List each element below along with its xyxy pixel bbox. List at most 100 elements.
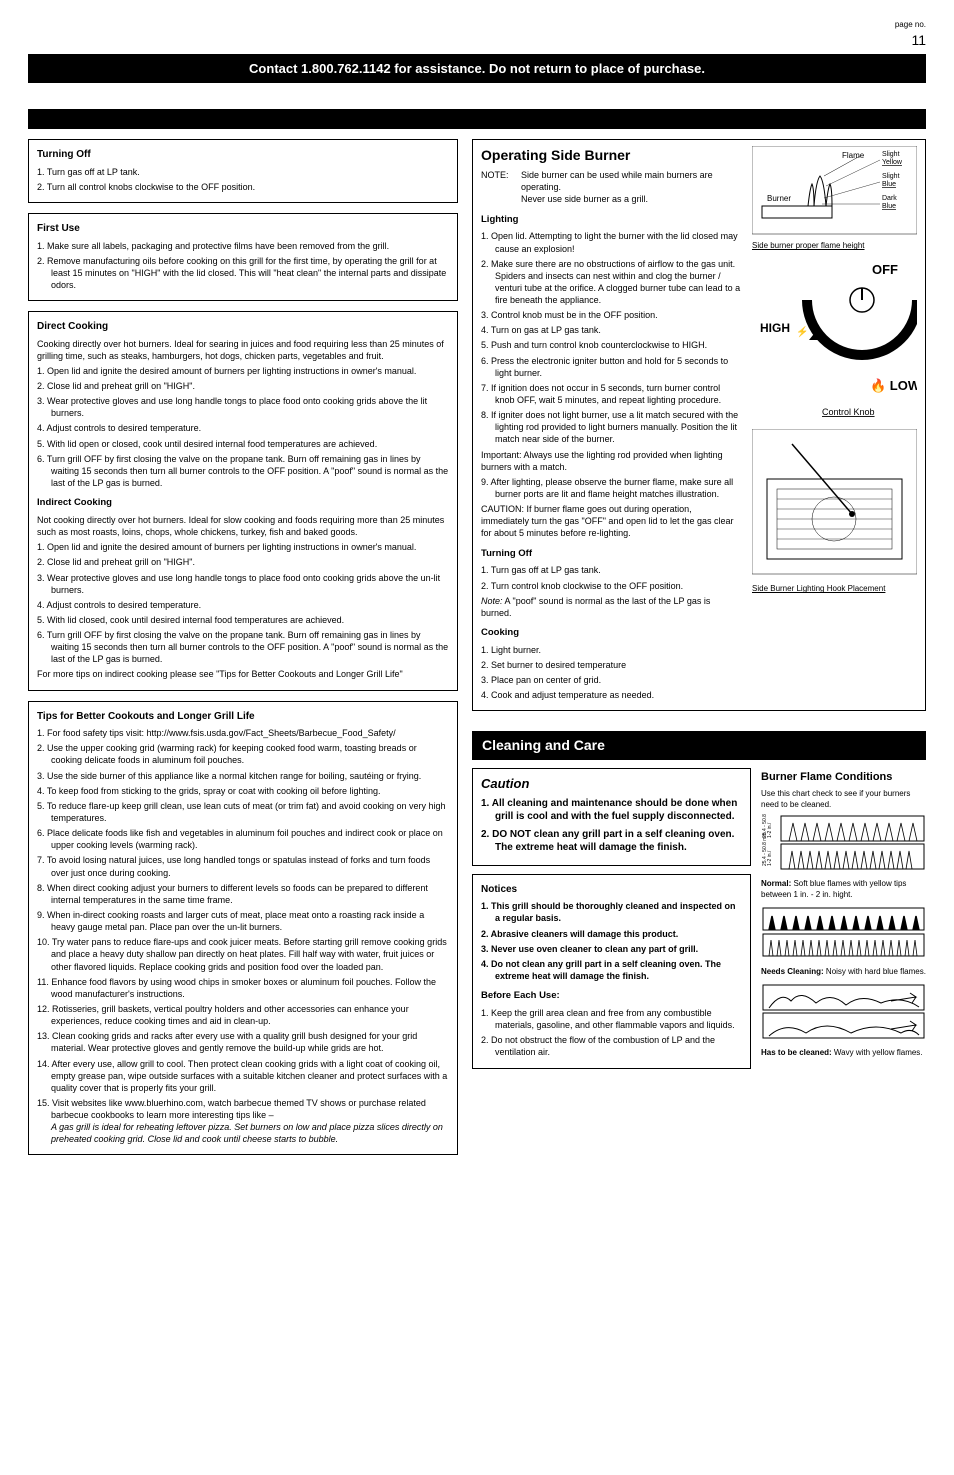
caption: Side Burner Lighting Hook Placement <box>752 584 917 595</box>
banner: Contact 1.800.762.1142 for assistance. D… <box>28 54 926 84</box>
notices-box: Notices 1. This grill should be thorough… <box>472 874 751 1069</box>
list-item: 2. Turn control knob clockwise to the OF… <box>481 580 742 592</box>
list-item: 1. For food safety tips visit: http://ww… <box>37 727 449 739</box>
list-item: 1. All cleaning and maintenance should b… <box>481 797 742 824</box>
heading: Tips for Better Cookouts and Longer Gril… <box>37 710 449 724</box>
list-item: 9. When in-direct cooking roasts and lar… <box>37 909 449 933</box>
list-item: 5. With lid open or closed, cook until d… <box>37 438 449 450</box>
first-use-box: First Use 1. Make sure all labels, packa… <box>28 213 458 301</box>
list-item: 5. Push and turn control knob counterclo… <box>481 339 742 351</box>
intro-text: Cooking directly over hot burners. Ideal… <box>37 338 449 362</box>
list-item: 8. If igniter does not light burner, use… <box>481 409 742 445</box>
caption: Needs Cleaning: Noisy with hard blue fla… <box>761 967 926 978</box>
svg-text:⚡: ⚡ <box>796 325 808 338</box>
list-item: 2. Turn all control knobs clockwise to t… <box>37 181 449 193</box>
svg-text:Blue: Blue <box>882 203 896 210</box>
list-item: 13. Clean cooking grids and racks after … <box>37 1030 449 1054</box>
outro-text: For more tips on indirect cooking please… <box>37 668 449 680</box>
black-strip <box>28 109 926 129</box>
important-text: Important: Always use the lighting rod p… <box>481 449 742 473</box>
list-item: 2. Close lid and preheat grill on "HIGH"… <box>37 380 449 392</box>
heading: First Use <box>37 222 449 236</box>
note-label: NOTE: <box>481 169 515 205</box>
svg-text:Dark: Dark <box>882 195 897 202</box>
list-item: 3. Place pan on center of grid. <box>481 674 742 686</box>
list-item: 1. Turn gas off at LP tank. <box>37 166 449 178</box>
heading: Notices <box>481 883 742 897</box>
note-text: Side burner can be used while main burne… <box>521 169 742 205</box>
list-item: 1. This grill should be thoroughly clean… <box>481 900 742 924</box>
list-item: 3. Wear protective gloves and use long h… <box>37 572 449 596</box>
svg-text:Burner: Burner <box>767 194 791 203</box>
svg-text:Slight: Slight <box>882 173 900 180</box>
list-item: 14. After every use, allow grill to cool… <box>37 1058 449 1094</box>
list-item: 6. Turn grill OFF by first closing the v… <box>37 629 449 665</box>
normal-flame-diagram: 1-2 in./ 25.4 - 50.8 mm 1-2 in./ 25.4 - … <box>761 814 926 874</box>
list-item: 3. Wear protective gloves and use long h… <box>37 395 449 419</box>
list-item: 2. DO NOT clean any grill part in a self… <box>481 828 742 855</box>
heading: Direct Cooking <box>37 320 449 334</box>
heading: Indirect Cooking <box>37 497 449 510</box>
svg-text:Flame: Flame <box>842 151 865 160</box>
svg-text:Blue: Blue <box>882 181 896 188</box>
heading: Turning Off <box>481 548 742 561</box>
list-item: 3. Never use oven cleaner to clean any p… <box>481 943 742 955</box>
caution-title: Caution <box>481 775 742 793</box>
cleaning-title: Cleaning and Care <box>472 731 926 760</box>
hook-diagram <box>752 429 917 579</box>
list-item: 2. Abrasive cleaners will damage this pr… <box>481 928 742 940</box>
list-item: 12. Rotisseries, grill baskets, vertical… <box>37 1003 449 1027</box>
list-item: 11. Enhance food flavors by using wood c… <box>37 976 449 1000</box>
list-item: 15. Visit websites like www.bluerhino.co… <box>37 1097 449 1146</box>
svg-text:Control Knob: Control Knob <box>822 407 875 417</box>
svg-text:Yellow: Yellow <box>882 159 903 166</box>
list-item: 4. To keep food from sticking to the gri… <box>37 785 449 797</box>
caution-text: CAUTION: If burner flame goes out during… <box>481 503 742 539</box>
list-item: 4. Adjust controls to desired temperatur… <box>37 599 449 611</box>
caption: Has to be cleaned: Wavy with yellow flam… <box>761 1048 926 1059</box>
list-item: 2. Do not obstruct the flow of the combu… <box>481 1034 742 1058</box>
list-item: 5. To reduce flare-up keep grill clean, … <box>37 800 449 824</box>
list-item: 7. If ignition does not occur in 5 secon… <box>481 382 742 406</box>
svg-text:HIGH: HIGH <box>760 321 790 335</box>
intro-text: Not cooking directly over hot burners. I… <box>37 514 449 538</box>
list-item: 2. Close lid and preheat grill on "HIGH"… <box>37 556 449 568</box>
list-item: 1. Open lid and ignite the desired amoun… <box>37 541 449 553</box>
list-item: 1. Open lid and ignite the desired amoun… <box>37 365 449 377</box>
needs-flame-diagram <box>761 906 926 961</box>
heading: Burner Flame Conditions <box>761 770 926 785</box>
list-item: 5. With lid closed, cook until desired i… <box>37 614 449 626</box>
svg-text:25.4 - 50.8 mm: 25.4 - 50.8 mm <box>762 832 768 866</box>
caption: Side burner proper flame height <box>752 241 917 252</box>
list-item: 4. Cook and adjust temperature as needed… <box>481 689 742 701</box>
list-item: 4. Do not clean any grill part in a self… <box>481 958 742 982</box>
svg-text:🔥 LOW: 🔥 LOW <box>870 378 917 393</box>
heading: Turning Off <box>37 148 449 162</box>
note-text: Note: A "poof" sound is normal as the la… <box>481 595 742 619</box>
list-item: 1. Open lid. Attempting to light the bur… <box>481 230 742 254</box>
list-item: 8. When direct cooking adjust your burne… <box>37 882 449 906</box>
knob-diagram: OFF HIGH ⚡ 🔥 LOW Control Knob <box>752 260 917 420</box>
list-item: 1. Keep the grill area clean and free fr… <box>481 1007 742 1031</box>
caution-box: Caution 1. All cleaning and maintenance … <box>472 768 751 866</box>
heading: Operating Side Burner <box>481 146 742 165</box>
list-item: 3. Control knob must be in the OFF posit… <box>481 309 742 321</box>
operating-box: Operating Side Burner NOTE: Side burner … <box>472 139 926 711</box>
list-item: 10. Try water pans to reduce flare-ups a… <box>37 936 449 972</box>
turning-off-box: Turning Off 1. Turn gas off at LP tank. … <box>28 139 458 203</box>
heading: Lighting <box>481 214 742 227</box>
cooking-box: Direct Cooking Cooking directly over hot… <box>28 311 458 691</box>
intro-text: Use this chart check to see if your burn… <box>761 789 926 811</box>
caption: Normal: Soft blue flames with yellow tip… <box>761 879 926 901</box>
list-item: 9. After lighting, please observe the bu… <box>481 476 742 500</box>
heading: Cooking <box>481 627 742 640</box>
list-item: 4. Turn on gas at LP gas tank. <box>481 324 742 336</box>
list-item: 6. Press the electronic igniter button a… <box>481 355 742 379</box>
list-item: 1. Make sure all labels, packaging and p… <box>37 240 449 252</box>
list-item: 6. Turn grill OFF by first closing the v… <box>37 453 449 489</box>
heading: Before Each Use: <box>481 990 742 1003</box>
list-item: 7. To avoid losing natural juices, use l… <box>37 854 449 878</box>
list-item: 1. Turn gas off at LP gas tank. <box>481 564 742 576</box>
list-item: 2. Use the upper cooking grid (warming r… <box>37 742 449 766</box>
list-item: 3. Use the side burner of this appliance… <box>37 770 449 782</box>
